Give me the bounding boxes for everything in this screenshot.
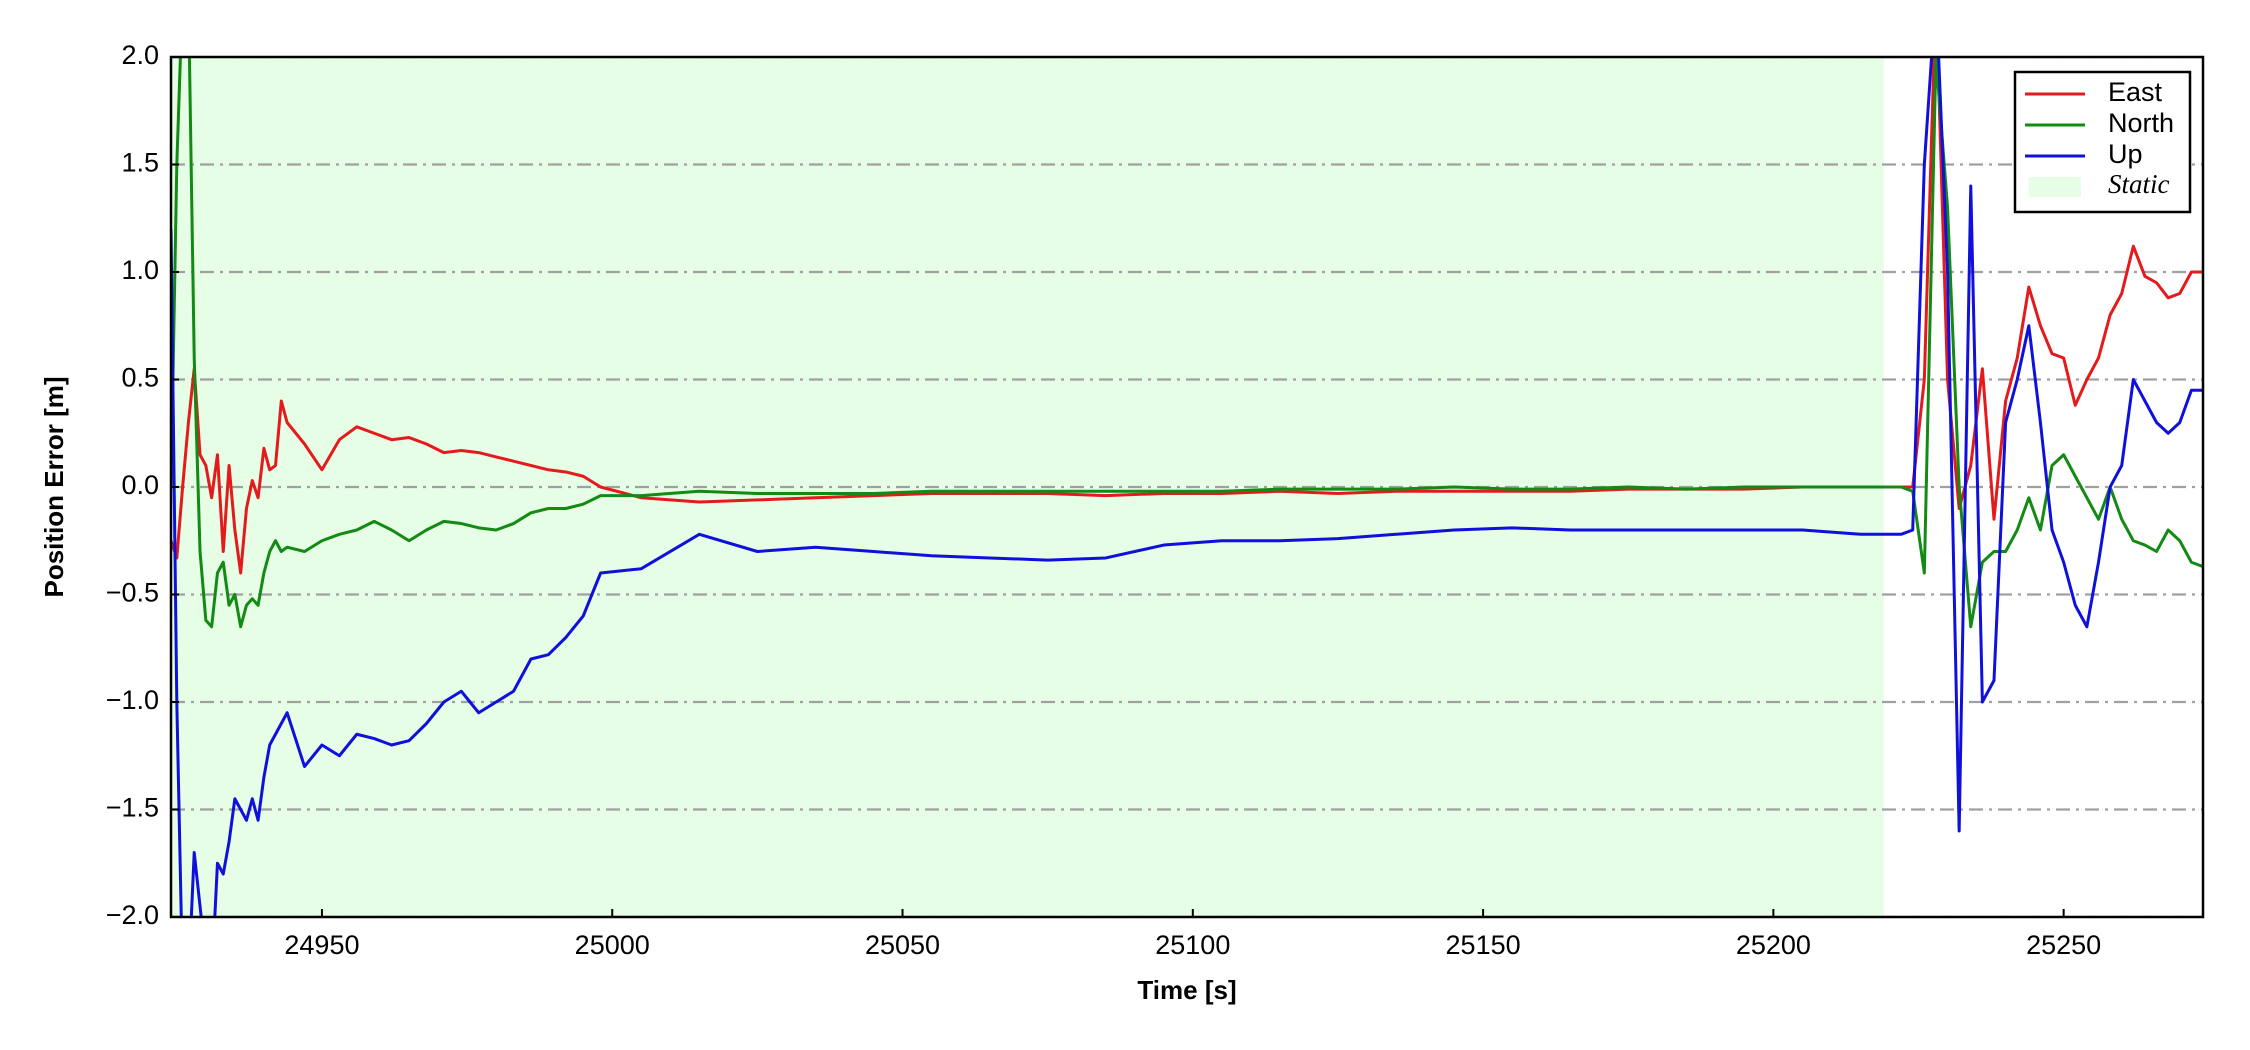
y-tick-label: −1.0 <box>106 685 159 715</box>
y-tick-label: 0.5 <box>121 363 159 393</box>
y-tick-label: 0.0 <box>121 470 159 500</box>
x-tick-label: 25050 <box>865 930 940 960</box>
y-tick-label: −0.5 <box>106 578 159 608</box>
series-line <box>171 57 2203 575</box>
legend-label: East <box>2108 77 2163 107</box>
legend-label: North <box>2108 108 2174 138</box>
legend-label: Static <box>2108 169 2170 199</box>
legend-swatch <box>2029 177 2081 197</box>
series-line <box>171 57 2203 917</box>
plot-area <box>171 57 2203 917</box>
y-tick-label: −1.5 <box>106 793 159 823</box>
y-tick-label: 1.5 <box>121 148 159 178</box>
y-axis-title: Position Error [m] <box>39 376 69 597</box>
x-tick-label: 25150 <box>1446 930 1521 960</box>
series-line <box>171 57 2203 629</box>
x-tick-label: 25200 <box>1736 930 1811 960</box>
plot-frame <box>169 55 2205 919</box>
x-tick-label: 25100 <box>1155 930 1230 960</box>
y-tick-label: −2.0 <box>106 900 159 930</box>
x-tick-label: 24950 <box>284 930 359 960</box>
x-axis-title: Time [s] <box>1137 975 1236 1005</box>
x-tick-label: 25000 <box>575 930 650 960</box>
legend-label: Up <box>2108 139 2143 169</box>
x-tick-label: 25250 <box>2026 930 2101 960</box>
y-tick-label: 2.0 <box>121 40 159 70</box>
y-tick-label: 1.0 <box>121 255 159 285</box>
